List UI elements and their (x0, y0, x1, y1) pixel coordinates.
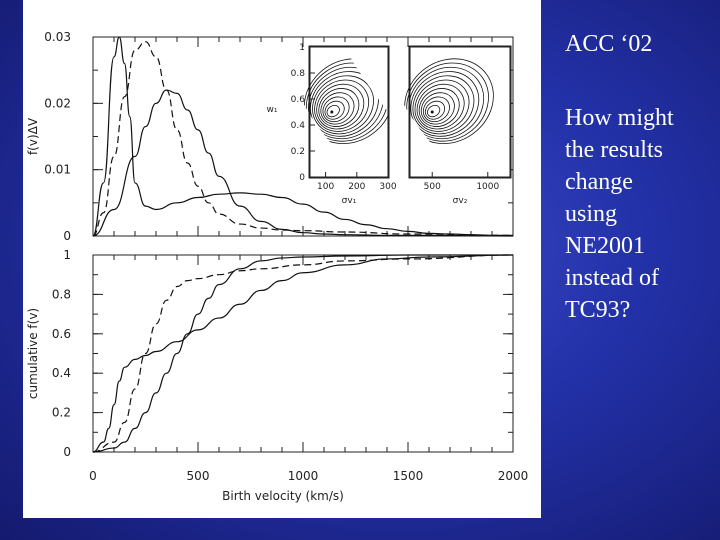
contour-ring (312, 75, 374, 135)
slide-heading: ACC ‘02 (565, 31, 653, 57)
inset-y-tick-label: 0 (299, 173, 305, 183)
inset-x-tick-label: 500 (424, 182, 441, 192)
contour-ring (414, 79, 470, 132)
contour-ring (316, 83, 365, 130)
y-tick-label: 0.03 (44, 30, 71, 44)
inset-x-tick-label: 300 (379, 182, 396, 192)
inset-contour-w1: 0 0.2 0.4 0.6 0.8 1 w₁ 100 200 300 σv₁ (267, 43, 397, 206)
series-line-2 (92, 41, 514, 237)
y-axis-title: f(v)ΔV (26, 117, 40, 155)
contour-ring (322, 96, 350, 123)
inset-y-tick-label: 0.2 (291, 147, 305, 157)
contour-ring (416, 83, 465, 130)
x-tick-label: 2000 (498, 469, 529, 483)
pdf-panel: 0 0.01 0.02 0.03 f(v)ΔV (26, 30, 514, 243)
y-tick-label: 0 (63, 229, 71, 243)
inset-x-tick-label: 1000 (476, 182, 499, 192)
question-line: How might (565, 105, 674, 131)
contour-peak-marker (430, 110, 434, 114)
contour-ring (420, 92, 455, 125)
inset-y-tick-label: 1 (299, 43, 305, 53)
series-line-1 (92, 254, 514, 453)
inset-y-axis-title: w₁ (267, 105, 278, 115)
y-axis-title: cumulative f(v) (26, 308, 40, 399)
inset-y-tick-label: 0.4 (291, 121, 306, 131)
contour-ring (427, 105, 441, 118)
y-tick-label: 0 (63, 445, 71, 459)
inset-y-tick-label: 0.6 (291, 95, 306, 105)
question-line: the results (565, 137, 663, 163)
x-axis-title: Birth velocity (km/s) (222, 489, 344, 503)
contour-ring (320, 92, 355, 125)
inset-x-tick-label: 200 (348, 182, 365, 192)
plot-frame (92, 254, 514, 453)
contour-ring (326, 105, 340, 118)
slide-question: How might the results change using NE2001 ins… (565, 102, 715, 326)
question-line: instead of (565, 265, 659, 291)
contour-ring (424, 100, 446, 120)
contour-ring (324, 100, 345, 120)
question-line: change (565, 169, 633, 195)
x-tick-label: 500 (187, 469, 210, 483)
y-tick-label: 0.01 (44, 163, 71, 177)
x-tick-label: 1000 (288, 469, 319, 483)
slide-text: ACC ‘02 How might the results change using N… (565, 28, 715, 326)
inset-x-axis-title: σv₂ (453, 196, 468, 206)
figure-svg: 00.010.020.03f(v)ΔV 00.20.40.60.810 500 10… (26, 30, 528, 503)
inset-frame-overlay (408, 45, 512, 179)
cumulative-panel: 0 0.2 0.4 0.6 0.8 1 0 500 1000 1500 2000 Birth velo… (26, 248, 528, 503)
contour-ring (422, 96, 450, 123)
series-line-2 (92, 254, 514, 453)
contour-ring (418, 88, 460, 127)
x-tick-label: 1500 (393, 469, 424, 483)
series-line-3 (92, 254, 513, 453)
inset-frame-overlay (308, 45, 390, 179)
y-tick-label: 0.8 (52, 287, 71, 301)
question-line: NE2001 (565, 233, 645, 259)
contour-ring (314, 79, 370, 132)
inset-y-tick-label: 0.8 (291, 69, 306, 79)
question-line: TC93? (565, 297, 631, 323)
contour-ring (412, 75, 475, 135)
y-tick-label: 1 (63, 248, 71, 262)
series-line-1 (92, 36, 513, 237)
y-tick-label: 0.2 (52, 406, 71, 420)
y-tick-label: 0.4 (52, 366, 71, 380)
inset-contour-w2: 500 1000 σv₂ (404, 45, 512, 206)
inset-x-tick-label: 100 (317, 182, 334, 192)
series-line-3 (92, 89, 514, 237)
inset-x-axis-title: σv₁ (342, 196, 357, 206)
figure-panel: 0 0.01 0.02 0.03 f(v)ΔV 0 0.2 0.4 0.6 0.8 1 0 500 10… (23, 0, 541, 518)
x-tick-label: 0 (89, 469, 97, 483)
y-tick-label: 0.6 (52, 327, 71, 341)
y-tick-label: 0.02 (44, 96, 71, 110)
question-line: using (565, 201, 618, 227)
contour-ring (318, 88, 360, 127)
contour-peak-marker (330, 110, 334, 114)
